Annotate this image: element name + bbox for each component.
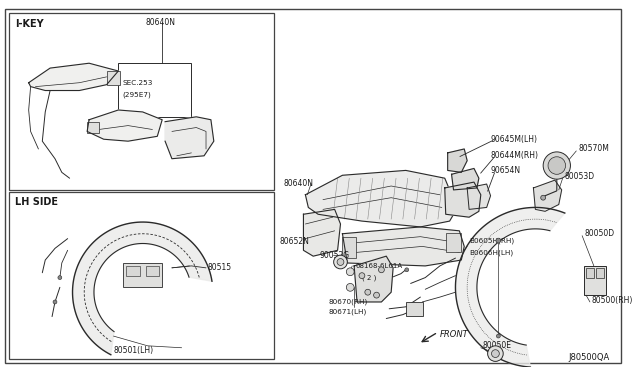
Text: 80640N: 80640N — [146, 18, 175, 27]
Bar — [123, 263, 162, 287]
Text: 08168-6L61A: 08168-6L61A — [355, 263, 402, 269]
Polygon shape — [445, 182, 481, 217]
Text: 80671(LH): 80671(LH) — [329, 308, 367, 315]
Text: 80670(RH): 80670(RH) — [329, 299, 368, 305]
Text: B0605H(RH): B0605H(RH) — [469, 237, 514, 244]
Bar — [584, 266, 605, 295]
Text: 80515: 80515 — [208, 263, 232, 272]
Bar — [342, 237, 356, 258]
Circle shape — [492, 350, 499, 357]
Text: 90052G: 90052G — [319, 251, 349, 260]
Polygon shape — [87, 110, 162, 141]
Bar — [87, 122, 99, 134]
Circle shape — [359, 273, 365, 279]
Text: SEC.253: SEC.253 — [122, 80, 152, 86]
Circle shape — [497, 334, 500, 338]
Text: 80570M: 80570M — [579, 144, 609, 154]
Polygon shape — [72, 222, 212, 355]
Circle shape — [378, 267, 385, 273]
Text: 80053D: 80053D — [564, 172, 595, 181]
Bar — [146, 266, 159, 276]
Polygon shape — [342, 227, 464, 266]
Polygon shape — [305, 170, 460, 227]
Bar — [107, 71, 120, 85]
Bar — [450, 155, 461, 169]
Polygon shape — [467, 184, 490, 209]
Text: I-KEY: I-KEY — [15, 19, 44, 29]
Text: LH SIDE: LH SIDE — [15, 196, 58, 206]
Circle shape — [543, 152, 570, 179]
Circle shape — [337, 259, 344, 265]
Text: 80500(RH): 80500(RH) — [592, 295, 633, 305]
Circle shape — [548, 157, 566, 174]
Bar — [118, 63, 191, 117]
Circle shape — [346, 283, 354, 291]
Circle shape — [365, 289, 371, 295]
Circle shape — [404, 268, 409, 272]
Circle shape — [333, 255, 348, 269]
Text: 80501(LH): 80501(LH) — [113, 346, 154, 355]
Text: 80640N: 80640N — [284, 179, 314, 187]
Bar — [126, 266, 140, 276]
Text: 80050E: 80050E — [483, 341, 512, 350]
Circle shape — [58, 276, 62, 279]
Polygon shape — [354, 256, 393, 302]
Text: J80500QA: J80500QA — [568, 353, 609, 362]
Circle shape — [541, 195, 546, 200]
Circle shape — [496, 238, 500, 243]
Polygon shape — [452, 169, 479, 190]
Text: 80050D: 80050D — [584, 229, 614, 238]
Polygon shape — [456, 208, 564, 367]
Bar — [596, 268, 604, 278]
Text: (295E7): (295E7) — [122, 91, 151, 98]
Circle shape — [346, 268, 354, 276]
Bar — [586, 268, 594, 278]
Text: 90654N: 90654N — [490, 166, 521, 175]
Text: 80644M(RH): 80644M(RH) — [490, 151, 538, 160]
Polygon shape — [303, 209, 340, 256]
Polygon shape — [165, 117, 214, 159]
Polygon shape — [29, 63, 118, 90]
Text: ( 2 ): ( 2 ) — [362, 274, 376, 281]
Circle shape — [488, 346, 503, 361]
Bar — [9, 192, 274, 359]
Bar — [406, 302, 423, 315]
Bar — [445, 233, 461, 252]
Polygon shape — [447, 149, 467, 172]
Text: FRONT: FRONT — [440, 330, 468, 339]
Circle shape — [374, 292, 380, 298]
Circle shape — [53, 300, 57, 304]
Polygon shape — [533, 180, 562, 211]
Bar — [9, 13, 274, 190]
Text: 90645M(LH): 90645M(LH) — [490, 135, 538, 144]
Text: 80652N: 80652N — [279, 237, 309, 246]
Text: B0606H(LH): B0606H(LH) — [469, 249, 513, 256]
